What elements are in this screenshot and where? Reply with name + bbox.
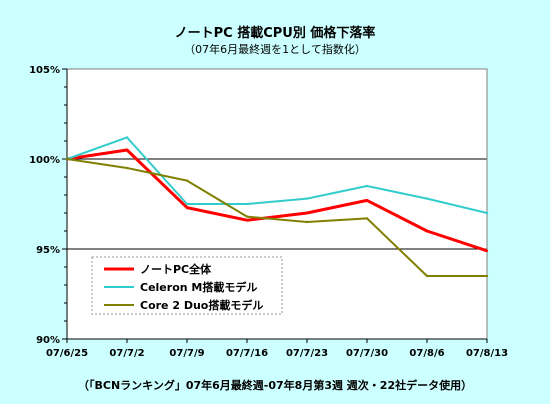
x-tick-label: 07/6/25 xyxy=(46,348,88,359)
data-point xyxy=(65,157,69,161)
legend: ノートPC全体 Celeron M搭載モデル Core 2 Duo搭載モデル xyxy=(91,256,283,315)
data-point xyxy=(245,202,249,206)
legend-label: ノートPC全体 xyxy=(140,262,212,276)
chart-footer: （「BCNランキング」07年6月最終週-07年8月第3週 週次・22社データ使用… xyxy=(78,379,473,392)
series-line xyxy=(66,136,488,214)
series-line xyxy=(66,148,488,253)
data-point xyxy=(365,184,369,188)
data-point xyxy=(185,179,189,182)
data-point xyxy=(485,249,489,252)
y-tick-label: 105% xyxy=(29,65,60,76)
x-tick-label: 07/7/16 xyxy=(226,348,268,359)
legend-label: Core 2 Duo搭載モデル xyxy=(140,298,263,312)
data-point xyxy=(125,148,129,152)
data-point xyxy=(425,229,429,233)
chart-title: ノートPC 搭載CPU別 価格下落率 xyxy=(174,26,376,41)
data-point xyxy=(125,136,129,139)
data-point xyxy=(305,220,309,224)
data-point xyxy=(245,219,249,222)
data-point xyxy=(125,166,129,170)
data-point xyxy=(365,217,369,220)
x-tick-label: 07/8/6 xyxy=(409,348,444,359)
y-tick-label: 100% xyxy=(29,155,60,166)
data-point xyxy=(425,274,429,278)
data-point xyxy=(425,197,429,200)
x-tick-label: 07/7/23 xyxy=(286,348,328,359)
y-tick-label: 90% xyxy=(36,335,60,346)
data-point xyxy=(305,197,309,200)
data-point xyxy=(185,202,189,206)
data-point xyxy=(305,211,309,215)
series-layer xyxy=(65,136,489,278)
data-point xyxy=(485,211,489,215)
x-tick-label: 07/7/2 xyxy=(109,348,144,359)
series-line xyxy=(66,158,487,277)
chart-subtitle: （07年6月最終週を1として指数化） xyxy=(184,43,366,56)
data-point xyxy=(365,199,369,202)
y-tick-label: 95% xyxy=(36,245,60,256)
x-tick-label: 07/8/13 xyxy=(466,348,508,359)
data-point xyxy=(185,206,189,209)
data-point xyxy=(245,215,249,218)
x-tick-label: 07/7/9 xyxy=(169,348,204,359)
x-tick-label: 07/7/30 xyxy=(346,348,388,359)
axes: 105% 100% 95% 90% 07/6/25 07/7/2 07/7/9 07/7/16… xyxy=(29,65,508,359)
legend-label: Celeron M搭載モデル xyxy=(140,280,257,294)
data-point xyxy=(485,274,489,278)
